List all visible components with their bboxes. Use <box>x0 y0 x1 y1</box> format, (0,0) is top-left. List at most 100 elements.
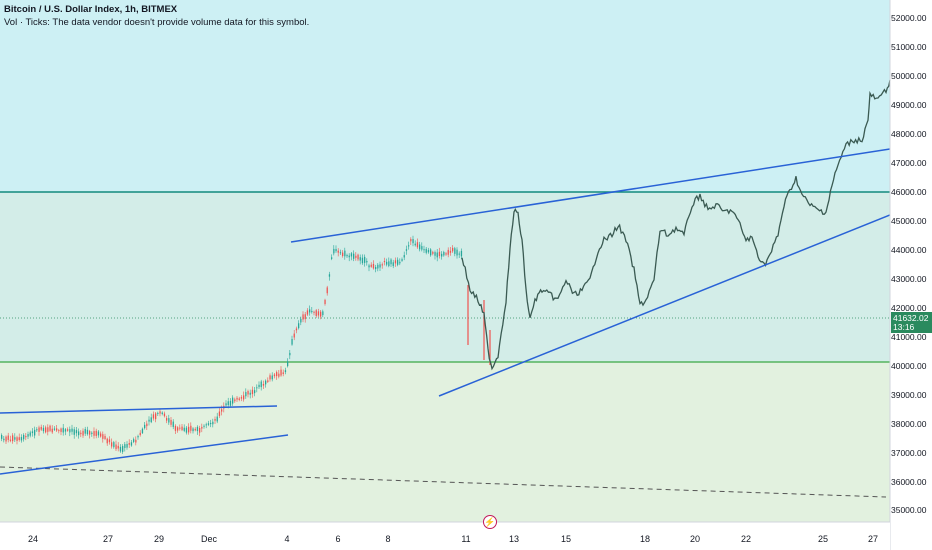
symbol-title[interactable]: Bitcoin / U.S. Dollar Index, 1h, BITMEX <box>4 4 178 15</box>
candle <box>405 249 408 251</box>
candle <box>29 432 31 436</box>
price-axis-label: 52000.00 <box>891 13 927 23</box>
candle <box>1 435 3 439</box>
candle <box>56 428 58 431</box>
candle <box>225 403 227 406</box>
candle <box>377 264 379 269</box>
candle <box>410 239 412 242</box>
candle <box>148 419 150 422</box>
candle <box>302 314 304 320</box>
candle <box>262 383 265 386</box>
candle <box>177 427 179 431</box>
price-axis-label: 44000.00 <box>891 245 927 255</box>
price-axis-label: 36000.00 <box>891 477 927 487</box>
candle <box>317 311 320 316</box>
candle <box>443 252 445 256</box>
candle <box>234 399 236 402</box>
candle <box>31 431 34 434</box>
candle <box>163 413 166 417</box>
candle <box>181 426 183 431</box>
candle <box>205 424 207 426</box>
candle <box>361 257 364 264</box>
candle <box>51 428 53 433</box>
candle <box>271 375 273 380</box>
candle <box>375 267 377 270</box>
candle <box>247 391 249 395</box>
candle <box>412 239 414 244</box>
candle <box>71 428 73 432</box>
candle <box>236 397 238 400</box>
candle <box>304 314 306 320</box>
trendline-left-upper[interactable] <box>0 405 278 414</box>
candle <box>141 428 144 434</box>
candle <box>447 249 449 255</box>
candle <box>408 245 410 247</box>
candle <box>342 252 344 257</box>
candle <box>392 262 394 267</box>
candle <box>106 438 108 444</box>
candle <box>47 427 49 432</box>
candle <box>49 425 51 431</box>
candle <box>93 431 95 436</box>
candle <box>190 425 192 431</box>
price-axis-label: 41000.00 <box>891 332 927 342</box>
price-axis-label: 39000.00 <box>891 390 927 400</box>
volume-note: Vol · Ticks: The data vendor doesn't pro… <box>4 17 310 28</box>
time-axis-label: 29 <box>153 534 165 544</box>
candle <box>40 426 42 430</box>
candle <box>449 250 452 253</box>
candle <box>441 253 443 257</box>
candle <box>293 333 295 338</box>
candle <box>146 423 148 427</box>
candle <box>117 445 119 449</box>
candle <box>460 250 463 257</box>
dashed-trendline[interactable] <box>0 466 887 498</box>
price-axis-label: 43000.00 <box>891 274 927 284</box>
candle <box>218 411 221 416</box>
price-axis-label: 48000.00 <box>891 129 927 139</box>
price-axis-label: 49000.00 <box>891 100 927 110</box>
time-axis-label: 11 <box>461 534 471 544</box>
trendline-channel-upper[interactable] <box>290 148 891 243</box>
candle <box>298 323 300 329</box>
trendline-left-lower[interactable] <box>0 434 289 475</box>
candle <box>456 249 458 256</box>
candle <box>58 430 60 432</box>
candle <box>152 414 155 419</box>
trendline-channel-lower[interactable] <box>438 214 891 397</box>
candle <box>126 443 128 448</box>
candle <box>397 259 399 265</box>
candle <box>78 431 80 436</box>
candle <box>210 422 212 425</box>
flash-icon[interactable]: ⚡ <box>483 515 497 529</box>
time-axis-background <box>0 522 890 550</box>
candle <box>394 260 397 264</box>
time-axis-label: 22 <box>740 534 752 544</box>
candle <box>227 401 229 406</box>
candle <box>425 248 427 253</box>
candle <box>357 254 359 260</box>
candle <box>267 380 269 383</box>
candle <box>350 253 353 257</box>
candle <box>122 446 124 452</box>
upper-zone <box>0 0 890 192</box>
candle <box>3 438 5 441</box>
candle <box>251 389 254 395</box>
candle <box>414 243 416 246</box>
bar-countdown-badge: 13:16 <box>891 322 932 333</box>
time-axis-label: 8 <box>385 534 391 544</box>
candle <box>269 375 271 380</box>
candle <box>12 435 14 442</box>
price-axis-label: 42000.00 <box>891 303 927 313</box>
candle <box>313 311 315 313</box>
candle <box>161 412 163 414</box>
candle <box>201 426 203 429</box>
candle <box>383 261 386 263</box>
candle <box>100 433 102 437</box>
candle <box>401 259 403 261</box>
candle <box>379 264 381 268</box>
candle <box>69 429 71 433</box>
candle <box>366 260 368 263</box>
candle <box>60 428 62 432</box>
